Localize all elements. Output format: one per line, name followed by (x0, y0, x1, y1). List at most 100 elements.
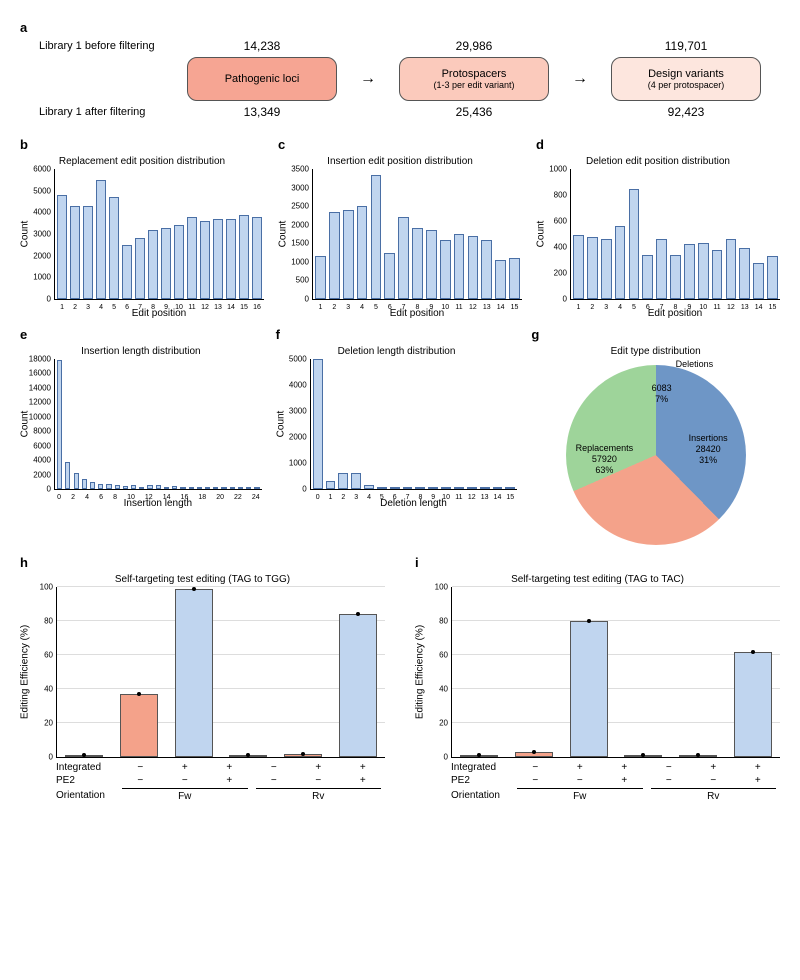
bar (467, 487, 477, 489)
bar (441, 487, 451, 489)
bar (174, 225, 184, 299)
pie-label-insertions: Insertions2842031% (689, 433, 728, 465)
bar (767, 256, 778, 299)
bar (371, 175, 382, 299)
flow-box-2-sub: (4 per protospacer) (648, 80, 725, 90)
bar (197, 487, 202, 489)
orientation-group: Fw (517, 788, 643, 802)
cell: − (513, 775, 558, 786)
data-point (356, 612, 360, 616)
panel-f-label: f (276, 327, 518, 342)
data-point (192, 587, 196, 591)
data-point (751, 650, 755, 654)
bar (670, 255, 681, 299)
y-axis-label: Editing Efficiency (%) (20, 625, 31, 719)
cell: + (163, 762, 208, 773)
cell: + (602, 775, 647, 786)
flow-box-1: Protospacers (1-3 per edit variant) (399, 57, 549, 101)
bar (109, 197, 119, 299)
panel-i: iSelf-targeting test editing (TAG to TAC… (415, 555, 780, 802)
condition-table: Integrated−++−++PE2−−+−−+OrientationFwRv (451, 762, 780, 802)
bar-chart: 0500100015002000250030003500Count1234567… (312, 169, 522, 300)
arrow-icon: → (355, 70, 381, 88)
bar (187, 217, 197, 299)
bar (357, 206, 368, 299)
bar-chart: 020406080100Editing Efficiency (%) (451, 587, 780, 758)
chart-title: Replacement edit position distribution (20, 156, 264, 167)
bar (753, 263, 764, 299)
bar (398, 217, 409, 299)
panel-g: g Edit type distribution Replacements579… (531, 327, 780, 545)
bar (412, 228, 423, 299)
bar-chart: 0200040006000800010000120001400016000180… (54, 359, 262, 490)
data-point (641, 753, 645, 757)
after-val-1: 25,436 (399, 105, 549, 119)
bar (642, 255, 653, 299)
bar (200, 221, 210, 299)
data-point (137, 692, 141, 696)
bar (326, 481, 336, 489)
bar (205, 487, 210, 489)
bar-chart: 020406080100Editing Efficiency (%) (56, 587, 385, 758)
bar-chart: 02004006008001000Count123456789101112131… (570, 169, 780, 300)
bar (698, 243, 709, 299)
row-label: Integrated (451, 762, 513, 773)
bar (726, 239, 737, 299)
bar (493, 487, 503, 489)
bar (515, 752, 553, 757)
bar (339, 614, 377, 757)
y-axis-label: Count (20, 221, 31, 248)
bar (481, 240, 492, 299)
bar (615, 226, 626, 299)
bar (440, 240, 451, 299)
cell: + (341, 775, 386, 786)
row-efg: eInsertion length distribution0200040006… (20, 327, 780, 545)
orientation-group: Fw (122, 788, 248, 802)
cell: + (207, 775, 252, 786)
bar (403, 487, 413, 489)
bar (83, 206, 93, 299)
panel-a-before-row: Library 1 before filtering 14,238 29,986… (20, 39, 780, 53)
bar (426, 230, 437, 299)
y-axis-label: Count (20, 411, 31, 438)
bar (601, 239, 612, 299)
flow-box-2: Design variants (4 per protospacer) (611, 57, 761, 101)
cell: − (118, 775, 163, 786)
panel-a-label: a (20, 20, 780, 35)
bar-chart: 0100020003000400050006000Count1234567891… (54, 169, 264, 300)
cell: + (207, 762, 252, 773)
bar (343, 210, 354, 299)
row-hi: hSelf-targeting test editing (TAG to TGG… (20, 555, 780, 802)
bar (460, 755, 498, 757)
bar (468, 236, 479, 299)
panel-a: a Library 1 before filtering 14,238 29,9… (20, 20, 780, 119)
chart-title: Insertion length distribution (20, 346, 262, 357)
bar (313, 359, 323, 489)
bar (175, 589, 213, 757)
cell: + (341, 762, 386, 773)
bar (82, 479, 87, 489)
bar (172, 486, 177, 489)
bar (230, 487, 235, 489)
cell: − (252, 762, 297, 773)
bar (106, 484, 111, 489)
cell: − (296, 775, 341, 786)
flow-box-0-title: Pathogenic loci (225, 73, 300, 85)
panel-a-after-row: Library 1 after filtering 13,349 25,436 … (20, 105, 780, 119)
y-axis-label: Editing Efficiency (%) (415, 625, 426, 719)
orientation-group: Rv (651, 788, 777, 802)
cell: + (691, 762, 736, 773)
bar (148, 230, 158, 299)
bar (364, 485, 374, 489)
bar (70, 206, 80, 299)
pie-label-deletions-value: 60837% (652, 383, 672, 405)
cell: + (602, 762, 647, 773)
bar (65, 462, 70, 489)
cell: − (647, 762, 692, 773)
pie-label-replacements: Replacements5792063% (576, 443, 634, 475)
bar (122, 245, 132, 299)
bar (377, 487, 387, 489)
bar (315, 256, 326, 299)
panel-d-label: d (536, 137, 780, 152)
bar (156, 485, 161, 489)
